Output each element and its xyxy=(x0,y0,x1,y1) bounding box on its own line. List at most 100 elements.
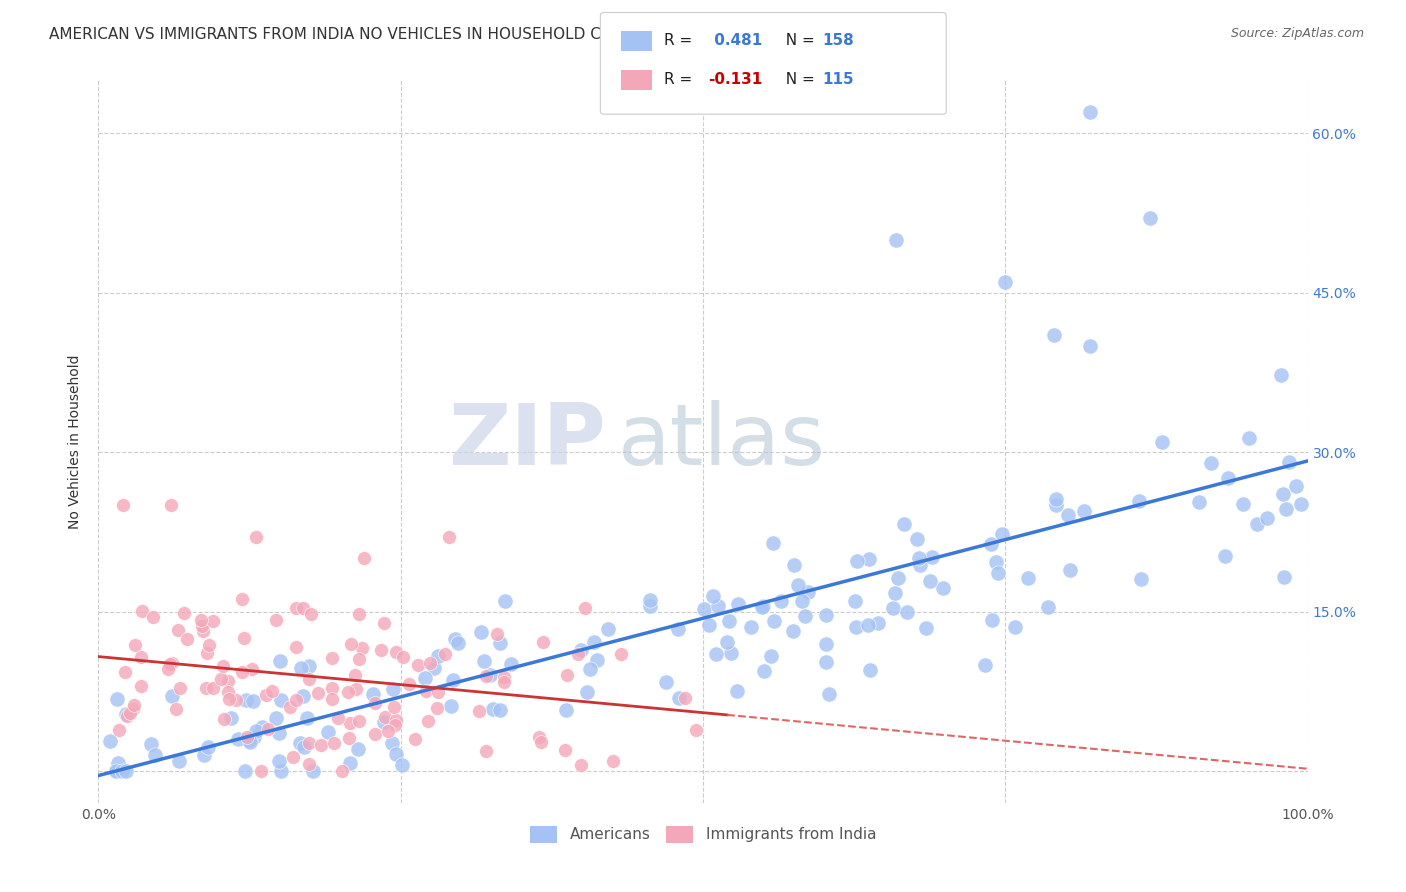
Point xyxy=(1004,620,1026,634)
Point xyxy=(494,593,516,607)
Point xyxy=(343,668,366,682)
Point xyxy=(284,640,307,654)
Point xyxy=(233,764,256,778)
Point xyxy=(245,724,267,739)
Point xyxy=(554,743,576,757)
Point xyxy=(437,530,460,544)
Point xyxy=(131,604,153,618)
Point xyxy=(1130,572,1153,586)
Point xyxy=(98,734,121,748)
Point xyxy=(740,620,762,634)
Point xyxy=(217,673,239,688)
Point xyxy=(638,599,661,614)
Point xyxy=(707,599,730,614)
Point xyxy=(602,754,624,768)
Point xyxy=(887,571,910,585)
Point xyxy=(235,693,257,707)
Point xyxy=(129,679,152,693)
Point xyxy=(292,739,315,754)
Point xyxy=(814,637,837,651)
Point xyxy=(169,681,191,696)
Point xyxy=(883,585,905,599)
Y-axis label: No Vehicles in Household: No Vehicles in Household xyxy=(69,354,83,529)
Point xyxy=(254,688,277,702)
Point xyxy=(233,631,256,645)
Point xyxy=(173,606,195,620)
Point xyxy=(492,675,515,690)
Point xyxy=(377,723,399,738)
Point xyxy=(475,744,498,758)
Point xyxy=(786,578,808,592)
Point xyxy=(1213,549,1236,563)
Point xyxy=(114,764,136,778)
Point xyxy=(858,552,880,566)
Point xyxy=(162,656,184,670)
Point xyxy=(198,638,221,652)
Point xyxy=(921,549,943,564)
Point xyxy=(932,581,955,595)
Text: N =: N = xyxy=(776,33,820,47)
Point xyxy=(321,692,343,706)
Text: AMERICAN VS IMMIGRANTS FROM INDIA NO VEHICLES IN HOUSEHOLD CORRELATION CHART: AMERICAN VS IMMIGRANTS FROM INDIA NO VEH… xyxy=(49,27,755,42)
Point xyxy=(322,736,344,750)
Point xyxy=(846,554,869,568)
Text: -0.131: -0.131 xyxy=(709,72,763,87)
Point xyxy=(792,594,814,608)
Point xyxy=(418,714,440,729)
Point xyxy=(256,723,278,737)
Point xyxy=(866,615,889,630)
Point xyxy=(574,601,596,615)
Point xyxy=(1272,487,1295,501)
Point xyxy=(124,638,146,652)
Point xyxy=(582,635,605,649)
Text: N =: N = xyxy=(776,72,820,87)
Point xyxy=(907,532,929,546)
Point xyxy=(105,764,128,778)
Point xyxy=(347,652,370,666)
Point xyxy=(156,662,179,676)
Point xyxy=(381,736,404,750)
Point xyxy=(107,756,129,771)
Point xyxy=(195,646,218,660)
Point xyxy=(555,703,578,717)
Point xyxy=(770,594,793,608)
Point xyxy=(569,642,592,657)
Point xyxy=(228,732,250,747)
Point xyxy=(797,584,820,599)
Point xyxy=(385,714,408,728)
Point xyxy=(1246,516,1268,531)
Point xyxy=(332,764,354,778)
Point xyxy=(217,685,239,699)
Point xyxy=(301,764,323,778)
Point xyxy=(243,730,266,744)
Point xyxy=(404,732,426,747)
Point xyxy=(129,650,152,665)
Point xyxy=(269,754,291,768)
Point xyxy=(193,748,215,763)
Point xyxy=(190,613,212,627)
Point xyxy=(122,702,145,716)
Point xyxy=(1291,497,1313,511)
Point xyxy=(316,725,339,739)
Point xyxy=(859,663,882,677)
Point xyxy=(761,536,783,550)
Point xyxy=(727,597,749,611)
Point xyxy=(201,614,224,628)
Point xyxy=(1045,491,1067,506)
Point xyxy=(893,516,915,531)
Point xyxy=(392,650,415,665)
Point xyxy=(576,684,599,698)
Point xyxy=(406,657,429,672)
Point xyxy=(991,527,1014,541)
Point xyxy=(413,671,436,685)
Point xyxy=(118,706,141,721)
Point xyxy=(1128,493,1150,508)
Point xyxy=(260,684,283,698)
Point xyxy=(105,691,128,706)
Point xyxy=(914,621,936,635)
Point xyxy=(231,592,253,607)
Point xyxy=(1285,479,1308,493)
Point xyxy=(531,634,554,648)
Point xyxy=(269,654,291,668)
Point xyxy=(107,723,129,737)
